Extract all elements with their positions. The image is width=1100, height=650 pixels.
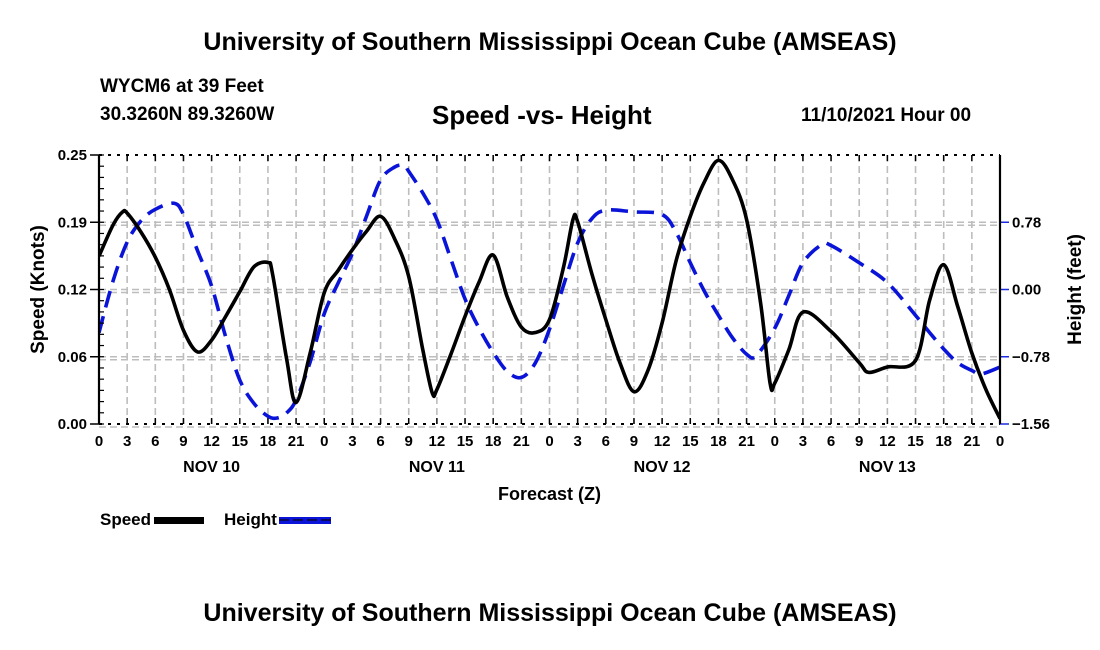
- main-title: University of Southern Mississippi Ocean…: [203, 28, 897, 56]
- x-tick-label: 12: [654, 433, 671, 450]
- footer-title: University of Southern Mississippi Ocean…: [203, 599, 897, 627]
- x-tick-label: 3: [799, 433, 807, 450]
- x-tick-label: 0: [545, 433, 553, 450]
- x-tick-label: 18: [935, 433, 952, 450]
- x-tick-label: 9: [179, 433, 187, 450]
- chart-title: Speed -vs- Height: [432, 100, 652, 130]
- y-tick-label: 0.19: [58, 214, 87, 231]
- legend-speed-label: Speed: [100, 510, 152, 529]
- x-tick-label: 3: [348, 433, 356, 450]
- x-tick-label: 6: [827, 433, 835, 450]
- x-tick-label: 21: [513, 433, 530, 450]
- y2-tick-label: 0.78: [1012, 214, 1041, 231]
- x-tick-label: 18: [485, 433, 502, 450]
- y-tick-label: 0.12: [58, 282, 87, 299]
- y-tick-label: 0.25: [58, 147, 87, 164]
- x-tick-label: 18: [710, 433, 727, 450]
- y2-tick-label: −0.78: [1012, 349, 1050, 366]
- station-label: WYCM6 at 39 Feet: [100, 76, 264, 97]
- day-label: NOV 10: [183, 459, 240, 476]
- series-layer: [99, 158, 1000, 421]
- grid: [99, 155, 1000, 428]
- x-tick-label: 3: [123, 433, 131, 450]
- y-axis-label: Speed (Knots): [28, 225, 49, 354]
- axis-labels: 0 3 6 9 12 15 18 21 0 3 6 9 12 15 18 21 0 3 6 9 12 15 18 21 0 3 6 9…: [28, 147, 1086, 504]
- datetime-label: 11/10/2021 Hour 00: [801, 105, 972, 126]
- x-tick-label: 0: [996, 433, 1004, 450]
- y2-axis-label: Height (feet): [1065, 234, 1086, 345]
- legend-speed-swatch: [154, 516, 205, 524]
- x-tick-label: 0: [771, 433, 779, 450]
- x-tick-label: 9: [855, 433, 863, 450]
- x-axis-label: Forecast (Z): [498, 484, 601, 504]
- x-tick-label: 15: [907, 433, 924, 450]
- series-height-line: [99, 163, 1000, 421]
- x-tick-label: 9: [405, 433, 413, 450]
- axes: [90, 154, 1009, 425]
- x-tick-label: 0: [95, 433, 103, 450]
- x-tick-label: 15: [457, 433, 474, 450]
- x-tick-label: 9: [630, 433, 638, 450]
- coordinates-label: 30.3260N 89.3260W: [100, 104, 275, 125]
- x-tick-label: 15: [682, 433, 699, 450]
- day-label: NOV 11: [409, 459, 465, 476]
- x-tick-label: 3: [573, 433, 581, 450]
- legend-height-swatch: [278, 516, 331, 524]
- y-tick-label: 0.06: [58, 349, 87, 366]
- x-tick-label: 18: [260, 433, 277, 450]
- x-tick-label: 6: [602, 433, 610, 450]
- x-tick-label: 21: [288, 433, 305, 450]
- x-tick-label: 6: [376, 433, 384, 450]
- x-tick-label: 21: [964, 433, 981, 450]
- y-tick-label: 0.00: [58, 416, 87, 433]
- x-tick-label: 6: [151, 433, 159, 450]
- x-tick-label: 12: [879, 433, 896, 450]
- x-tick-label: 12: [203, 433, 220, 450]
- legend: Speed Height: [100, 509, 331, 531]
- x-tick-label: 0: [320, 433, 328, 450]
- day-label: NOV 12: [634, 459, 691, 476]
- x-tick-label: 15: [231, 433, 248, 450]
- y2-tick-label: −1.56: [1012, 416, 1050, 433]
- legend-height-label: Height: [224, 510, 277, 529]
- y2-tick-label: 0.00: [1012, 282, 1041, 299]
- day-label: NOV 13: [859, 459, 916, 476]
- x-tick-label: 12: [429, 433, 446, 450]
- series-speed-line: [99, 158, 1000, 420]
- x-tick-label: 21: [738, 433, 755, 450]
